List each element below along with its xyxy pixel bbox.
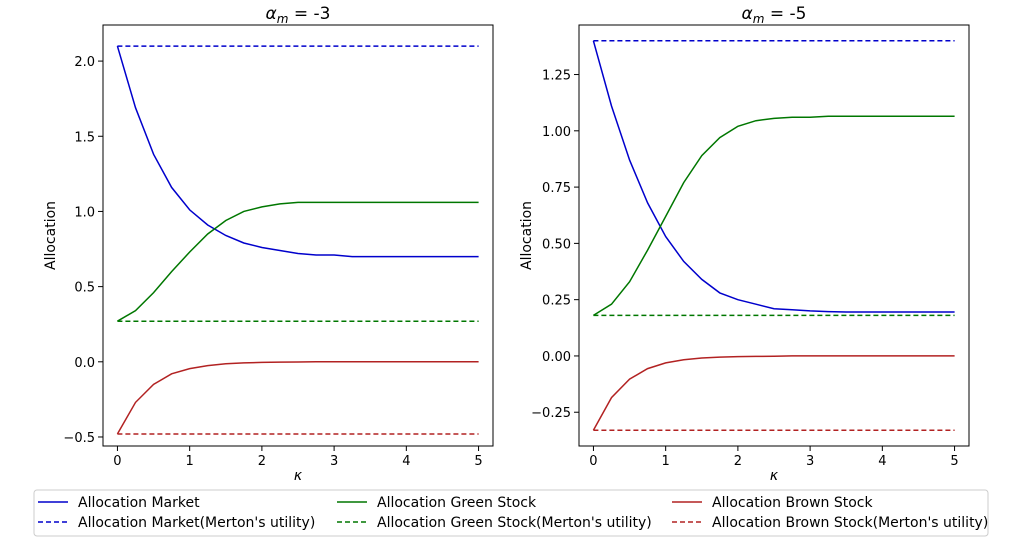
x-tick-label: 5 [474,454,482,469]
legend-label: Allocation Brown Stock [712,495,873,511]
y-tick-label: 0.0 [74,356,95,371]
chart-panel-2: αm = -5 0 1 2 3 4 5 −0.25 0.00 0.25 0.50 0.75 1.00 1.… [519,4,970,484]
title-symbol: α [266,4,277,24]
series-line-allocation-market [116,45,479,258]
title-value: = -5 [764,4,806,24]
chart-panel-1: αm = -3 0 1 2 3 4 5 −0.5 0.0 0.5 1.0 1.5 2.0 κ Allocat… [43,4,494,484]
y-tick-label: 0.00 [542,350,571,365]
chart-title: αm = -3 [266,4,331,26]
x-tick-label: 0 [589,454,597,469]
y-tick-label: 1.5 [74,130,95,145]
x-tick-label: 3 [330,454,338,469]
series-line-allocation-brown-stock [116,361,479,435]
title-value: = -3 [288,4,330,24]
x-tick-label: 2 [734,454,742,469]
plot-frame [578,24,970,447]
y-tick-label: 1.00 [542,125,571,140]
legend-label: Allocation Green Stock(Merton's utility) [377,515,652,531]
y-tick-label: 0.50 [542,237,571,252]
y-tick-label: 0.5 [74,281,95,296]
x-axis-label: κ [770,468,779,484]
legend-label: Allocation Market [78,495,200,511]
title-symbol: α [742,4,753,24]
y-tick-label: 2.0 [74,55,95,70]
legend: Allocation Market Allocation Green Stock A… [33,489,989,537]
x-tick-label: 0 [113,454,121,469]
y-tick-label: −0.5 [63,431,95,446]
series-line-allocation-green-stock [593,115,955,317]
x-tick-label: 4 [878,454,886,469]
chart-title: αm = -5 [742,4,807,26]
series-line-allocation-brown-stock [592,355,955,431]
x-tick-label: 1 [186,454,194,469]
plot-frame [102,24,494,447]
y-tick-label: 1.0 [74,205,95,220]
series-line-allocation-market [592,40,955,313]
y-axis-label: Allocation [43,201,59,270]
x-tick-label: 4 [402,454,410,469]
x-tick-label: 5 [950,454,958,469]
x-axis-label: κ [294,468,303,484]
legend-label: Allocation Brown Stock(Merton's utility) [712,515,988,531]
y-tick-label: 0.75 [542,181,571,196]
x-tick-label: 3 [806,454,814,469]
legend-label: Allocation Green Stock [377,495,537,511]
y-tick-label: −0.25 [531,406,571,421]
legend-label: Allocation Market(Merton's utility) [78,515,315,531]
x-tick-label: 1 [662,454,670,469]
y-tick-label: 0.25 [542,294,571,309]
series-line-allocation-green-stock [117,201,479,322]
title-subscript: m [277,12,289,26]
x-tick-label: 2 [258,454,266,469]
title-subscript: m [753,12,765,26]
y-axis-label: Allocation [519,201,535,270]
y-tick-label: 1.25 [542,69,571,84]
legend-box [33,489,989,537]
